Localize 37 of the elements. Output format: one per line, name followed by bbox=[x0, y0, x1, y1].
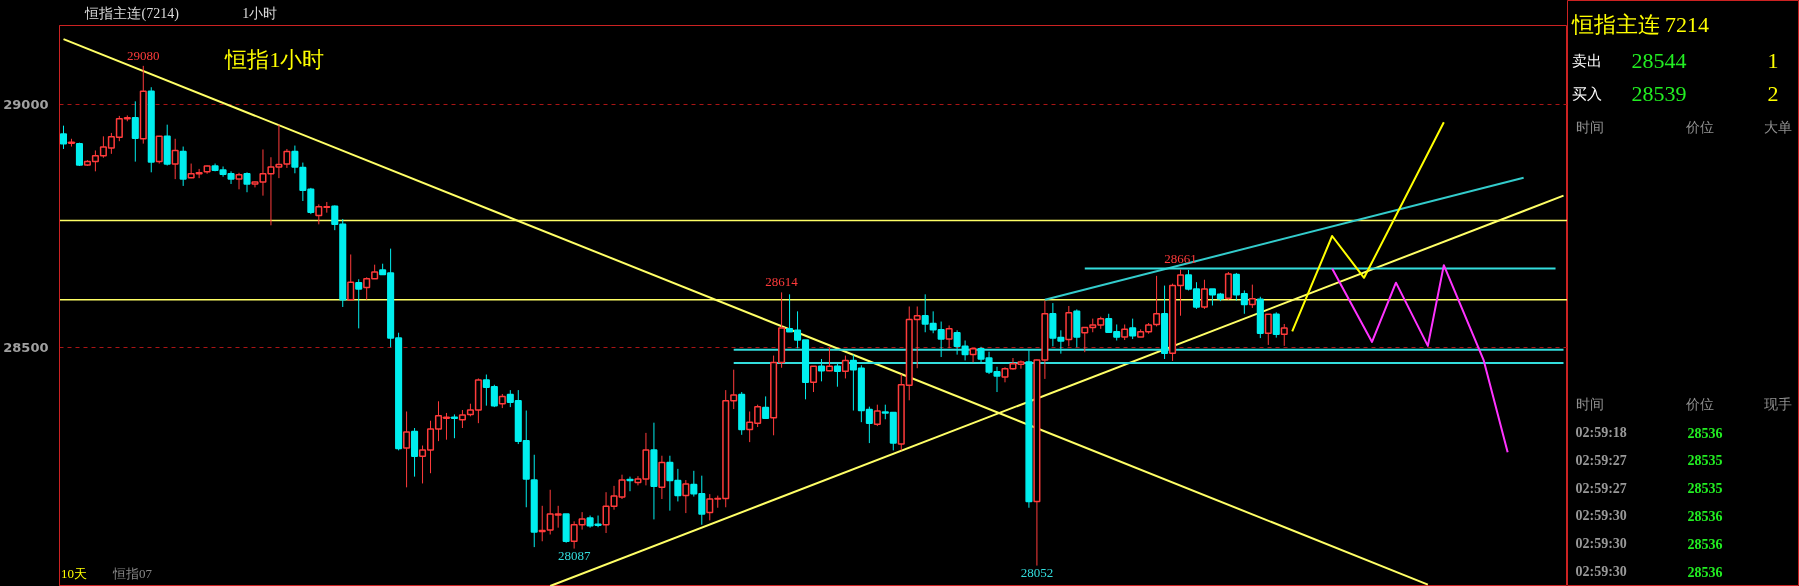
text: 1 bbox=[1767, 47, 1779, 73]
text: 价位 bbox=[1684, 120, 1714, 135]
y-tick-label: 28500 bbox=[3, 340, 49, 356]
text: 28536 bbox=[1687, 425, 1723, 441]
text: 2 bbox=[1767, 80, 1779, 106]
text: 恒指1小时 bbox=[224, 46, 325, 72]
text: 恒指主连(7214) bbox=[84, 6, 180, 22]
text: 时间 bbox=[1575, 397, 1604, 412]
text: 价位 bbox=[1684, 397, 1714, 412]
text: 恒指主连 7214 bbox=[1570, 12, 1709, 37]
annotation: 28614 bbox=[765, 274, 799, 290]
text: 02:59:30 bbox=[1575, 564, 1627, 579]
text: 28535 bbox=[1687, 453, 1723, 469]
annotation: 28087 bbox=[557, 547, 591, 563]
text: 28536 bbox=[1687, 564, 1723, 580]
annotation: 28661 bbox=[1164, 251, 1197, 267]
text: 现手 bbox=[1763, 397, 1792, 412]
text: 28544 bbox=[1631, 47, 1687, 73]
y-tick-label: 29000 bbox=[3, 97, 49, 113]
text: 02:59:30 bbox=[1575, 508, 1627, 524]
text: 大单 bbox=[1763, 120, 1792, 135]
text: 时间 bbox=[1575, 120, 1604, 135]
text: 02:59:27 bbox=[1575, 480, 1627, 496]
annotation: 恒指07 bbox=[111, 565, 153, 581]
text: 28535 bbox=[1687, 481, 1723, 497]
text: 卖出 bbox=[1571, 52, 1602, 69]
text: 28539 bbox=[1631, 80, 1687, 106]
text: 02:59:27 bbox=[1575, 452, 1627, 468]
text: 28536 bbox=[1687, 508, 1723, 524]
text: 买入 bbox=[1571, 85, 1602, 102]
text: 02:59:30 bbox=[1575, 536, 1627, 552]
text: 1小时 bbox=[242, 6, 278, 21]
annotation: 28052 bbox=[1020, 564, 1054, 580]
annotation: 10天 bbox=[61, 565, 88, 581]
text: 28536 bbox=[1687, 536, 1723, 552]
annotation: 29080 bbox=[127, 47, 160, 63]
text: 02:59:18 bbox=[1575, 425, 1627, 440]
